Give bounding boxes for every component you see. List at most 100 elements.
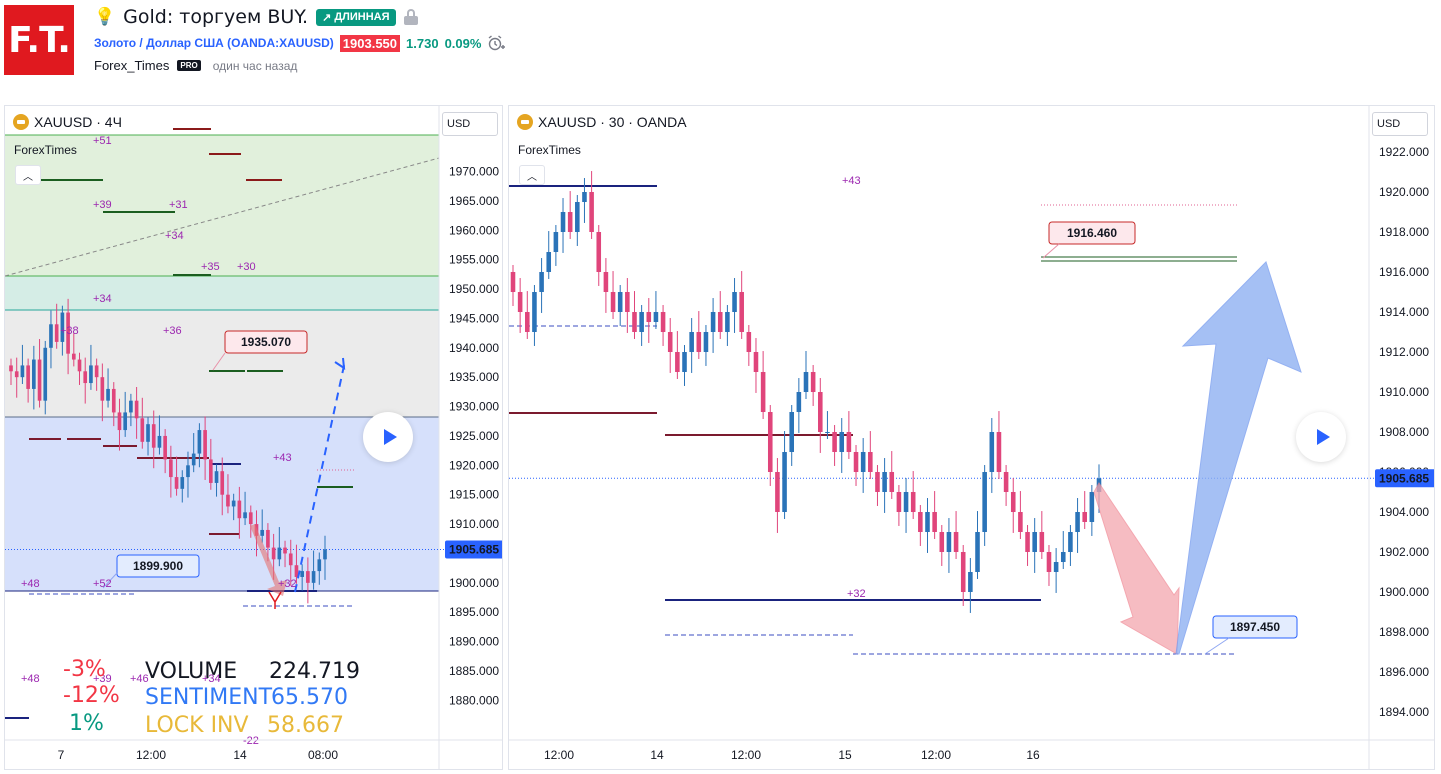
level-count-label: +48 xyxy=(21,578,40,590)
candle-body xyxy=(575,202,580,232)
green-zone xyxy=(5,135,439,276)
candle-body xyxy=(1018,512,1023,532)
candle-body xyxy=(682,352,687,372)
candle-body xyxy=(760,372,766,412)
level-count-label: +32 xyxy=(278,578,297,590)
candle-body xyxy=(60,312,65,342)
right-play-button[interactable] xyxy=(1296,412,1346,462)
price-tick-label: 1904.000 xyxy=(1379,505,1429,519)
symbol-link[interactable]: Золото / Доллар США (OANDA:XAUUSD) xyxy=(94,36,334,50)
author-name[interactable]: Forex_Times xyxy=(94,58,170,73)
left-time-axis[interactable]: 7 12:00 14 08:00 xyxy=(58,748,339,762)
candle-body xyxy=(703,332,709,352)
candle-body xyxy=(94,365,99,378)
right-chart-panel[interactable]: 1916.460 1897.450 +43 +32 1922.000 1920.000 1… xyxy=(508,105,1435,770)
candle-body xyxy=(603,272,609,292)
left-price-axis[interactable]: 1970.000 1965.000 1960.000 1955.000 1950.000… xyxy=(445,165,503,708)
price-tick-label: 1894.000 xyxy=(1379,705,1429,719)
callout-low-pointer xyxy=(1204,637,1230,655)
candle-body xyxy=(1025,532,1030,552)
candle-body xyxy=(1053,562,1059,572)
candle-body xyxy=(71,353,76,360)
candle-body xyxy=(186,465,190,478)
candle-body xyxy=(129,400,133,413)
time-tick-label: 7 xyxy=(58,748,65,762)
candle-body xyxy=(553,232,559,252)
price-tick-label: 1918.000 xyxy=(1379,225,1429,239)
candle-body xyxy=(810,372,816,392)
left-play-button[interactable] xyxy=(363,412,413,462)
candle-body xyxy=(191,453,196,466)
candle-body xyxy=(775,472,780,512)
long-badge: ↗ ДЛИННАЯ xyxy=(316,8,396,26)
level-count-label: +39 xyxy=(93,199,112,211)
volume-value: 224.719 xyxy=(269,659,360,684)
sentiment-pct: -12% xyxy=(63,683,120,708)
candle-body xyxy=(1068,532,1073,552)
level-count-label: +32 xyxy=(847,588,866,600)
candle-body xyxy=(825,432,830,433)
candle-body xyxy=(889,472,895,492)
candle-body xyxy=(710,312,716,332)
callout-high-box xyxy=(224,330,308,354)
candle-body xyxy=(220,471,225,495)
candle-body xyxy=(732,292,737,312)
price-tick-label: 1902.000 xyxy=(1379,545,1429,559)
left-chart-author: ForexTimes xyxy=(14,143,77,157)
candle-body xyxy=(567,212,573,232)
collapse-legend-button[interactable]: ︿ xyxy=(15,165,41,185)
price-tick-label: 1922.000 xyxy=(1379,145,1429,159)
candle-body xyxy=(753,352,759,372)
candle-body xyxy=(639,312,644,332)
price-tick-label: 1898.000 xyxy=(1379,625,1429,639)
candle-body xyxy=(226,494,230,507)
candle-body xyxy=(231,500,236,507)
candle-body xyxy=(803,372,809,392)
candle-body xyxy=(667,332,673,352)
play-icon xyxy=(383,429,397,445)
price-tick-label: 1920.000 xyxy=(1379,185,1429,199)
lock-label: LOCK INV xyxy=(145,713,249,738)
right-price-axis[interactable]: 1922.000 1920.000 1918.000 1916.000 1914.000… xyxy=(1375,145,1435,719)
candle-body xyxy=(300,571,304,577)
candle-body xyxy=(169,459,173,478)
price-tick-label: 1916.000 xyxy=(1379,265,1429,279)
candle-body xyxy=(37,359,42,401)
grey-zone xyxy=(5,310,439,417)
price-tick-label: 1900.000 xyxy=(449,576,499,590)
left-currency-button[interactable]: USD xyxy=(442,112,498,136)
current-price-label: 1905.685 xyxy=(449,542,499,556)
right-chart-title: XAUUSD · 30 · OANDA xyxy=(538,114,687,130)
right-time-axis[interactable]: 12:00 14 12:00 15 12:00 16 xyxy=(544,748,1040,762)
right-currency-button[interactable]: USD xyxy=(1372,112,1428,136)
level-count-label: +39 xyxy=(93,673,112,685)
right-chart-header: XAUUSD · 30 · OANDA xyxy=(517,114,687,130)
alarm-clock-icon[interactable] xyxy=(487,34,506,52)
price-tick-label: 1945.000 xyxy=(449,311,499,325)
left-chart-header: XAUUSD · 4Ч xyxy=(13,114,122,130)
left-chart-panel[interactable]: 1935.070 1899.900 +51 +39 +31 +34 +35 +30 +34 +38… xyxy=(4,105,503,770)
candle-body xyxy=(106,388,110,401)
candle-body xyxy=(140,418,145,442)
time-tick-label: 12:00 xyxy=(136,748,166,762)
price-tick-label: 1885.000 xyxy=(449,664,499,678)
candle-body xyxy=(632,312,637,332)
author-logo[interactable]: F.T. xyxy=(4,5,74,75)
play-icon xyxy=(1316,429,1330,445)
lock-value: 58.667 xyxy=(267,713,344,738)
chevron-up-icon: ︿ xyxy=(23,171,33,183)
time-tick-label: 12:00 xyxy=(731,748,761,762)
candle-body xyxy=(100,377,105,401)
price-tick-label: 1925.000 xyxy=(449,429,499,443)
candle-body xyxy=(596,232,602,272)
candle-body xyxy=(932,512,937,532)
level-count-label: +51 xyxy=(93,135,112,147)
candle-body xyxy=(717,312,723,332)
callout-low-box xyxy=(1212,615,1298,639)
collapse-legend-button[interactable]: ︿ xyxy=(519,165,545,185)
time-tick-label: 12:00 xyxy=(921,748,951,762)
candle-body xyxy=(617,292,623,312)
idea-title-text: Gold: торгуем BUY. xyxy=(123,6,309,28)
candle-body xyxy=(317,559,322,572)
